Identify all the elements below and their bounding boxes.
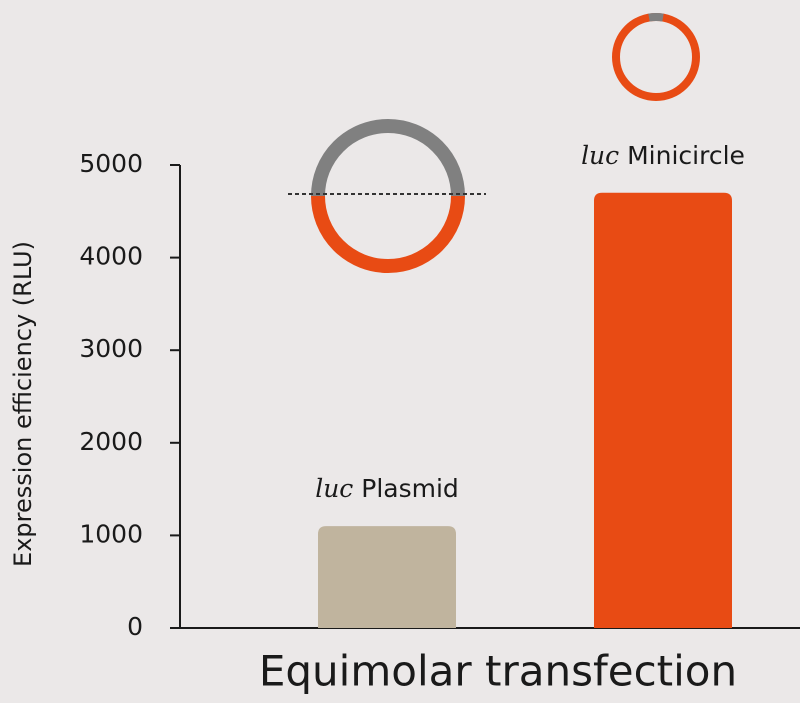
x-axis-label: Equimolar transfection (259, 647, 737, 696)
bar (318, 526, 456, 628)
bar (594, 192, 732, 628)
bar-label: luc Minicircle (581, 140, 745, 170)
bar-label: luc Plasmid (315, 474, 459, 504)
y-tick-label: 4000 (79, 242, 143, 271)
y-tick-label: 2000 (79, 427, 143, 456)
bar-label-gene: luc (315, 474, 361, 503)
y-tick-label: 3000 (79, 334, 143, 363)
y-tick-label: 1000 (79, 519, 143, 548)
bar-label-name: Plasmid (361, 474, 459, 503)
y-tick-label: 5000 (79, 149, 143, 178)
bar-label-name: Minicircle (627, 141, 745, 170)
plasmid-diagram (288, 119, 486, 273)
y-axis-label: Expression efficiency (RLU) (9, 241, 37, 567)
bar-label-gene: luc (581, 140, 627, 169)
y-tick-label: 0 (127, 612, 143, 641)
minicircle-diagram (612, 12, 700, 101)
